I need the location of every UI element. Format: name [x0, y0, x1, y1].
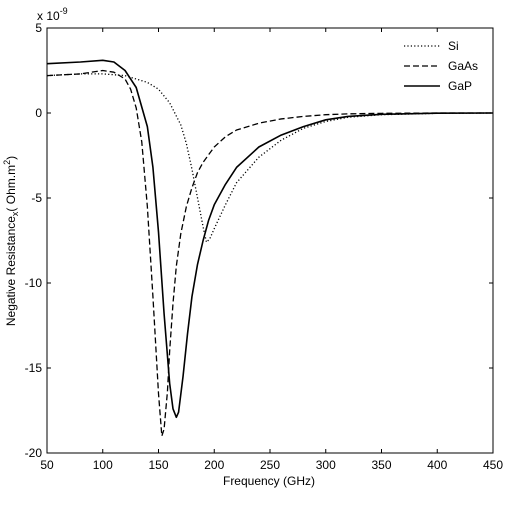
y-axis-label-main: Negative Resistance — [4, 216, 18, 326]
y-tick-label: -5 — [31, 191, 42, 205]
y-exponent-power: -9 — [60, 6, 68, 16]
y-axis-label-close: ) — [4, 156, 18, 160]
y-tick-label: 5 — [35, 21, 42, 35]
x-tick-label: 200 — [204, 458, 224, 472]
y-tick-label: -15 — [25, 361, 43, 375]
y-tick-label: 0 — [35, 106, 42, 120]
y-axis-label: Negative Resistancex( Ohm.m2) — [2, 156, 20, 326]
legend-label-si: Si — [448, 39, 459, 53]
legend-label-gap: GaP — [448, 79, 472, 93]
x-tick-label: 50 — [40, 458, 54, 472]
series-layer — [46, 59, 494, 437]
y-tick-label: -10 — [25, 276, 43, 290]
x-tick-label: 450 — [483, 458, 503, 472]
x-axis-label: Frequency (GHz) — [223, 474, 315, 488]
x-tick-label: 300 — [316, 458, 336, 472]
x-tick-label: 400 — [427, 458, 447, 472]
legend: Si GaAs GaP — [398, 36, 485, 102]
x-tick-label: 150 — [148, 458, 168, 472]
y-exponent-label: x 10-9 — [37, 6, 68, 23]
y-axis-label-sup: 2 — [2, 160, 12, 165]
x-tick-label: 250 — [260, 458, 280, 472]
x-tick-label: 100 — [93, 458, 113, 472]
y-axis-label-sub: x — [10, 211, 20, 216]
y-exponent-base: x 10 — [37, 9, 60, 23]
series-line-gap — [46, 59, 494, 419]
y-axis-label-unit: ( Ohm.m — [4, 165, 18, 212]
legend-label-gaas: GaAs — [448, 59, 478, 73]
x-tick-label: 350 — [371, 458, 391, 472]
y-tick-label: -20 — [25, 446, 43, 460]
legend-box — [398, 36, 485, 102]
